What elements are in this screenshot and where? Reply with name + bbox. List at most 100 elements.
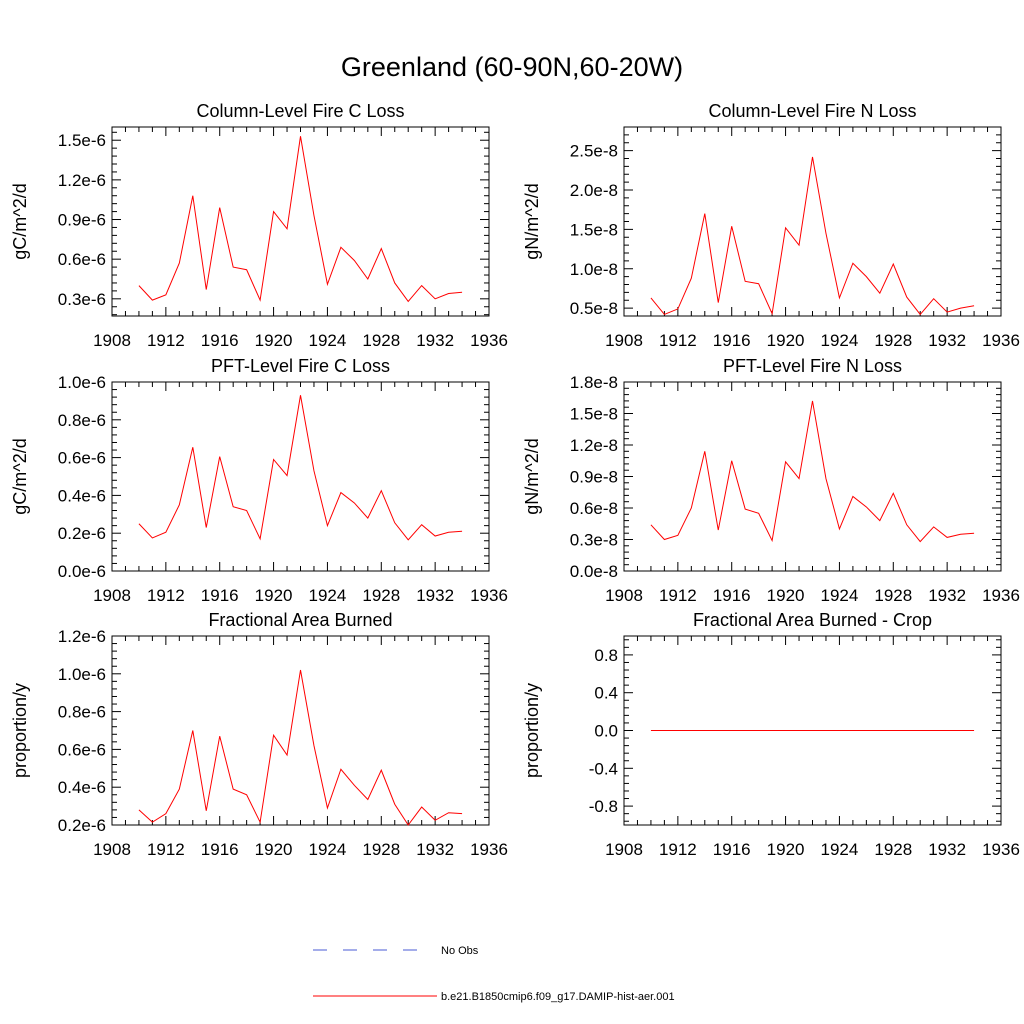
y-tick-label: 2.0e-8: [570, 181, 618, 200]
x-tick-label: 1924: [309, 331, 347, 350]
y-tick-label: 1.8e-8: [570, 373, 618, 392]
x-tick-label: 1916: [713, 586, 751, 605]
y-tick-label: 1.5e-6: [58, 131, 106, 150]
x-tick-label: 1936: [982, 840, 1020, 859]
y-tick-label: 2.5e-8: [570, 142, 618, 161]
y-axis-label: gN/m^2/d: [522, 438, 542, 514]
x-tick-label: 1936: [982, 331, 1020, 350]
y-tick-label: 0.8e-6: [58, 411, 106, 430]
x-tick-label: 1932: [416, 840, 454, 859]
y-tick-label: 0.6e-8: [570, 499, 618, 518]
plot-frame: [623, 126, 1002, 317]
legend-label-model-run: b.e21.B1850cmip6.f09_g17.DAMIP-hist-aer.…: [441, 991, 675, 1003]
y-tick-label: 1.0e-6: [58, 665, 106, 684]
y-tick-label: 0.4e-6: [58, 778, 106, 797]
plot-frame: [623, 381, 1002, 572]
x-tick-label: 1928: [874, 840, 912, 859]
x-tick-label: 1936: [470, 586, 508, 605]
y-tick-label: 1.5e-8: [570, 220, 618, 239]
x-tick-label: 1912: [147, 840, 185, 859]
y-axis-label: gC/m^2/d: [10, 438, 30, 514]
series-line: [138, 395, 463, 541]
x-tick-label: 1928: [874, 331, 912, 350]
x-tick-label: 1908: [93, 331, 131, 350]
subplot-title: Fractional Area Burned: [208, 610, 392, 630]
x-tick-label: 1924: [821, 586, 859, 605]
y-tick-label: 0.4: [594, 684, 618, 703]
x-tick-label: 1924: [821, 840, 859, 859]
y-axis-label: gN/m^2/d: [522, 183, 542, 259]
series-line: [650, 156, 975, 316]
y-tick-label: 1.5e-8: [570, 405, 618, 424]
subplot-title: Column-Level Fire N Loss: [708, 101, 916, 121]
x-tick-label: 1928: [362, 331, 400, 350]
x-tick-label: 1912: [659, 586, 697, 605]
y-tick-label: 1.2e-8: [570, 436, 618, 455]
subplot-title: Column-Level Fire C Loss: [196, 101, 404, 121]
x-tick-label: 1916: [713, 840, 751, 859]
subplot-title: PFT-Level Fire N Loss: [723, 356, 902, 376]
y-tick-label: 0.9e-6: [58, 211, 106, 230]
subplot-3: 1908 1912 1916 1920 1924 1928 1932 1936 0.0e-6 0.…: [10, 356, 508, 605]
x-tick-label: 1920: [255, 331, 293, 350]
subplot-5: 1908 1912 1916 1920 1924 1928 1932 1936 0.2e-6 0.…: [10, 610, 508, 859]
x-tick-label: 1912: [659, 840, 697, 859]
x-tick-label: 1912: [659, 331, 697, 350]
legend: No Obs b.e21.B1850cmip6.f09_g17.DAMIP-hi…: [313, 945, 675, 1003]
y-tick-label: 0.6e-6: [58, 250, 106, 269]
y-tick-label: 0.0e-6: [58, 562, 106, 581]
subplot-6: 1908 1912 1916 1920 1924 1928 1932 1936 -0.8 -0.4…: [522, 610, 1020, 859]
x-tick-label: 1920: [255, 840, 293, 859]
y-axis-label: proportion/y: [10, 683, 30, 778]
x-tick-label: 1936: [470, 331, 508, 350]
y-tick-label: 0.8: [594, 646, 618, 665]
x-tick-label: 1932: [928, 331, 966, 350]
plot-frame: [111, 635, 490, 826]
x-tick-label: 1928: [874, 586, 912, 605]
x-tick-label: 1920: [767, 586, 805, 605]
x-tick-label: 1912: [147, 586, 185, 605]
subplot-title: Fractional Area Burned - Crop: [693, 610, 932, 630]
x-tick-label: 1908: [93, 840, 131, 859]
x-tick-label: 1928: [362, 586, 400, 605]
y-tick-label: 0.0e-8: [570, 562, 618, 581]
x-tick-label: 1932: [928, 586, 966, 605]
x-tick-label: 1936: [982, 586, 1020, 605]
x-tick-label: 1916: [713, 331, 751, 350]
x-tick-label: 1920: [767, 840, 805, 859]
y-tick-label: 0.8e-6: [58, 703, 106, 722]
x-tick-label: 1916: [201, 331, 239, 350]
y-tick-label: -0.4: [589, 759, 618, 778]
x-tick-label: 1908: [93, 586, 131, 605]
y-tick-label: 0.5e-8: [570, 299, 618, 318]
x-tick-label: 1932: [416, 331, 454, 350]
y-tick-label: 0.9e-8: [570, 468, 618, 487]
x-tick-label: 1916: [201, 586, 239, 605]
y-tick-label: -0.8: [589, 797, 618, 816]
series-line: [138, 136, 463, 303]
chart-panels: 1908 1912 1916 1920 1924 1928 1932 1936 0.3e-6 0.…: [10, 101, 1020, 859]
subplot-4: 1908 1912 1916 1920 1924 1928 1932 1936 0.0e-8 0.…: [522, 356, 1020, 605]
y-tick-label: 0.2e-6: [58, 524, 106, 543]
y-axis-label: gC/m^2/d: [10, 183, 30, 259]
y-tick-label: 1.0e-8: [570, 260, 618, 279]
x-tick-label: 1920: [255, 586, 293, 605]
y-tick-label: 0.6e-6: [58, 740, 106, 759]
x-tick-label: 1928: [362, 840, 400, 859]
series-line: [138, 669, 463, 826]
y-tick-label: 0.6e-6: [58, 449, 106, 468]
x-tick-label: 1908: [605, 586, 643, 605]
subplot-title: PFT-Level Fire C Loss: [211, 356, 390, 376]
subplot-1: 1908 1912 1916 1920 1924 1928 1932 1936 0.3e-6 0.…: [10, 101, 508, 350]
y-tick-label: 0.3e-8: [570, 531, 618, 550]
y-tick-label: 0.3e-6: [58, 290, 106, 309]
x-tick-label: 1908: [605, 331, 643, 350]
y-tick-label: 1.2e-6: [58, 627, 106, 646]
subplot-2: 1908 1912 1916 1920 1924 1928 1932 1936 0.5e-8 1.…: [522, 101, 1020, 350]
y-tick-label: 0.2e-6: [58, 816, 106, 835]
plot-frame: [111, 381, 490, 572]
y-tick-label: 0.4e-6: [58, 486, 106, 505]
y-tick-label: 1.0e-6: [58, 373, 106, 392]
x-tick-label: 1924: [821, 331, 859, 350]
